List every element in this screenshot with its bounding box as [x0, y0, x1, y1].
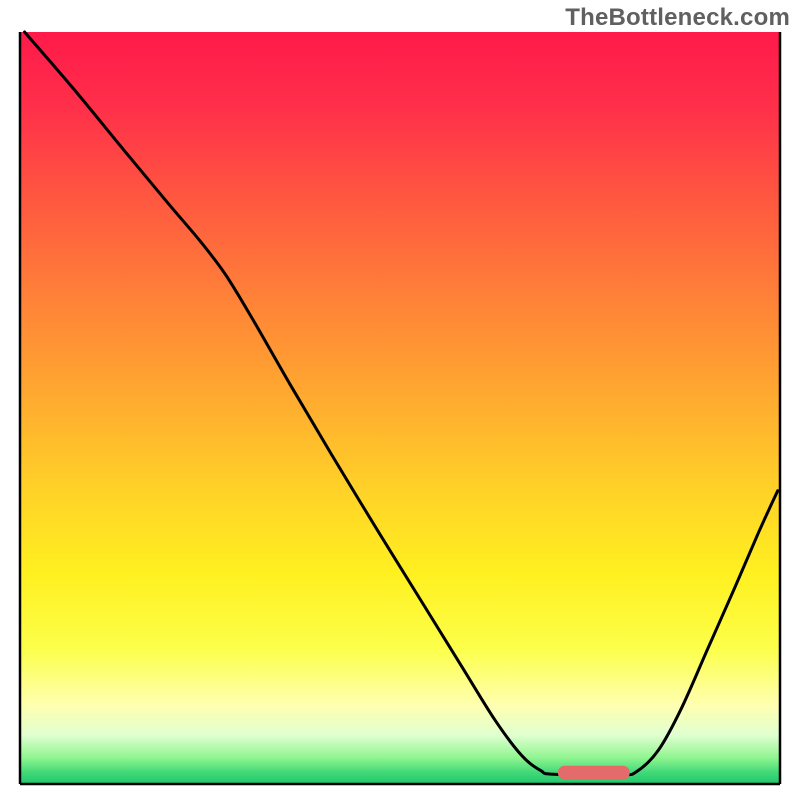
chart-svg: [0, 0, 800, 800]
watermark-text: TheBottleneck.com: [565, 4, 790, 32]
optimal-marker: [558, 766, 630, 780]
bottleneck-chart: TheBottleneck.com: [0, 0, 800, 800]
chart-background: [20, 32, 780, 784]
